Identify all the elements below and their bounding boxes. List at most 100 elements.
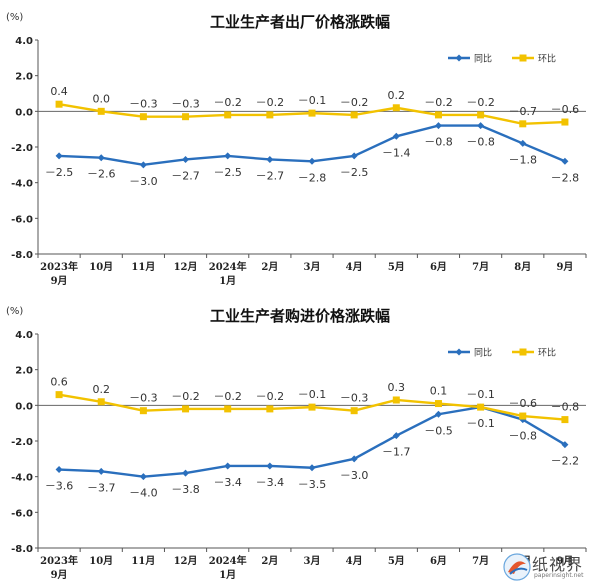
legend-marker-mom xyxy=(519,348,527,356)
data-label-mom: －0.2 xyxy=(256,390,285,403)
data-point-mom xyxy=(308,109,316,117)
data-point-yoy xyxy=(561,441,569,449)
x-tick-label: 10月 xyxy=(89,261,113,273)
data-label-mom: －0.1 xyxy=(298,388,327,401)
data-point-mom xyxy=(266,111,274,119)
y-unit-label: (%) xyxy=(6,12,23,23)
data-label-yoy: －0.1 xyxy=(466,417,495,430)
chart-title: 工业生产者购进价格涨跌幅 xyxy=(210,307,390,325)
data-point-yoy xyxy=(308,157,316,165)
data-label-yoy: －2.7 xyxy=(256,169,285,182)
data-point-yoy xyxy=(477,122,485,130)
data-label-mom: －0.3 xyxy=(340,392,369,405)
x-tick-label: 11月 xyxy=(131,555,155,567)
x-tick-label: 5月 xyxy=(388,555,405,567)
data-label-mom: 0.3 xyxy=(388,381,406,394)
data-point-mom xyxy=(139,407,147,415)
data-point-yoy xyxy=(434,410,442,418)
data-point-mom xyxy=(519,412,527,420)
data-label-mom: 0.2 xyxy=(92,383,110,396)
data-label-mom: －0.3 xyxy=(129,392,158,405)
data-label-yoy: －3.8 xyxy=(171,483,200,496)
data-point-yoy xyxy=(224,462,232,470)
x-tick-label: 4月 xyxy=(346,261,363,273)
data-point-mom xyxy=(266,405,274,413)
x-tick-label: 4月 xyxy=(346,555,363,567)
data-label-yoy: －3.0 xyxy=(340,469,369,482)
legend-label-yoy: 同比 xyxy=(474,347,492,359)
data-point-mom xyxy=(477,111,485,119)
data-point-yoy xyxy=(55,466,63,474)
y-tick-label: -4.0 xyxy=(11,179,33,190)
legend-marker-yoy xyxy=(455,348,463,356)
y-tick-label: -2.0 xyxy=(11,143,33,154)
x-tick-label: 2024年 xyxy=(209,554,247,567)
data-label-yoy: －1.7 xyxy=(382,446,411,459)
data-label-mom: 0.1 xyxy=(430,385,448,398)
x-tick-label: 10月 xyxy=(89,555,113,567)
data-label-yoy: －0.8 xyxy=(466,136,495,149)
data-label-yoy: －2.6 xyxy=(87,168,116,181)
data-label-mom: －0.1 xyxy=(298,94,327,107)
data-label-yoy: －3.4 xyxy=(213,476,242,489)
data-label-mom: －0.2 xyxy=(424,96,453,109)
data-label-yoy: －3.5 xyxy=(298,478,327,491)
y-tick-label: 4.0 xyxy=(15,330,33,341)
data-label-yoy: －2.8 xyxy=(551,171,580,184)
data-label-yoy: －1.4 xyxy=(382,146,411,159)
data-label-yoy: －0.8 xyxy=(424,136,453,149)
data-label-yoy: －0.8 xyxy=(509,430,538,443)
data-label-yoy: －4.0 xyxy=(129,487,158,500)
data-label-mom: －0.3 xyxy=(171,98,200,111)
y-tick-label: -8.0 xyxy=(11,544,33,555)
data-label-yoy: －0.5 xyxy=(424,424,453,437)
data-point-mom xyxy=(477,403,485,411)
legend: 同比 环比 xyxy=(448,53,556,65)
data-label-mom: －0.6 xyxy=(509,397,538,410)
data-point-yoy xyxy=(266,155,274,163)
x-tick-label: 12月 xyxy=(174,261,198,273)
data-point-yoy xyxy=(139,473,147,481)
x-tick-label: 2月 xyxy=(261,555,278,567)
x-tick-label: 2月 xyxy=(261,261,278,273)
x-tick-label: 12月 xyxy=(174,555,198,567)
data-point-yoy xyxy=(139,161,147,169)
data-point-mom xyxy=(55,391,63,399)
legend-label-yoy: 同比 xyxy=(474,53,492,65)
x-tick-label: 7月 xyxy=(472,555,489,567)
data-label-yoy: －2.8 xyxy=(298,171,327,184)
legend-label-mom: 环比 xyxy=(538,347,556,359)
data-label-mom: －0.2 xyxy=(213,390,242,403)
data-point-yoy xyxy=(392,432,400,440)
chart-ppi-purchase-svg: 工业生产者购进价格涨跌幅 (%) 4.0 2.0 0.0 -2.0 -4.0 -6.0 -8.0… xyxy=(6,306,587,581)
data-label-yoy: －1.8 xyxy=(509,153,538,166)
y-tick-label: 4.0 xyxy=(15,36,33,47)
legend-marker-mom xyxy=(519,54,527,62)
x-tick-label: 7月 xyxy=(472,261,489,273)
x-tick-label: 1月 xyxy=(219,275,236,287)
data-point-mom xyxy=(561,118,569,126)
y-tick-label: 2.0 xyxy=(15,366,33,377)
data-label-mom: －0.3 xyxy=(129,98,158,111)
watermark-logo: 纸视界 paperinsight.net xyxy=(502,550,594,584)
data-point-mom xyxy=(350,407,358,415)
x-tick-label: 3月 xyxy=(304,555,321,567)
data-point-mom xyxy=(434,111,442,119)
x-tick-label: 6月 xyxy=(430,555,447,567)
x-tick-label: 6月 xyxy=(430,261,447,273)
data-point-mom xyxy=(561,416,569,424)
data-label-yoy: －3.0 xyxy=(129,175,158,188)
x-tick-label: 1月 xyxy=(219,569,236,581)
y-tick-label: -8.0 xyxy=(11,250,33,261)
x-tick-label: 2023年 xyxy=(40,260,78,273)
watermark-url: paperinsight.net xyxy=(534,572,584,579)
data-label-yoy: －2.7 xyxy=(171,169,200,182)
x-tick-label: 9月 xyxy=(556,555,573,567)
data-label-mom: 0.0 xyxy=(92,92,110,105)
data-point-yoy xyxy=(97,154,105,162)
x-tick-label: 3月 xyxy=(304,261,321,273)
data-point-mom xyxy=(519,120,527,128)
data-point-yoy xyxy=(182,469,190,477)
data-point-mom xyxy=(182,113,190,121)
legend: 同比 环比 xyxy=(448,347,556,359)
